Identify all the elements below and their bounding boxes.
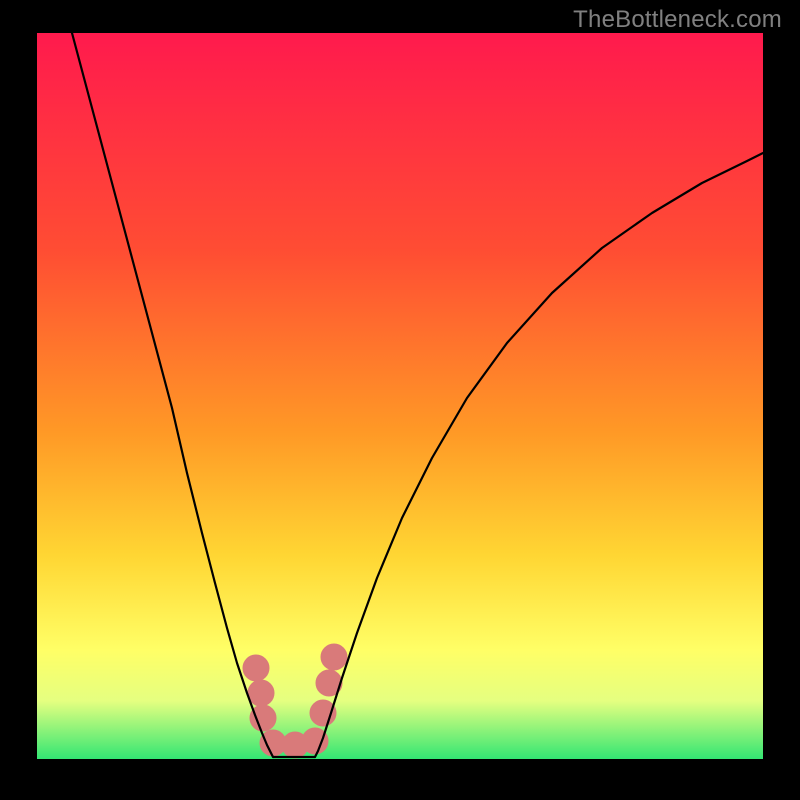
chart-svg — [37, 33, 763, 759]
marker-point — [248, 680, 274, 706]
right-curve — [315, 153, 763, 757]
marker-point — [243, 655, 269, 681]
left-curve — [72, 33, 273, 757]
marker-point — [321, 644, 347, 670]
watermark-text: TheBottleneck.com — [573, 6, 782, 34]
plot-area — [37, 33, 763, 759]
